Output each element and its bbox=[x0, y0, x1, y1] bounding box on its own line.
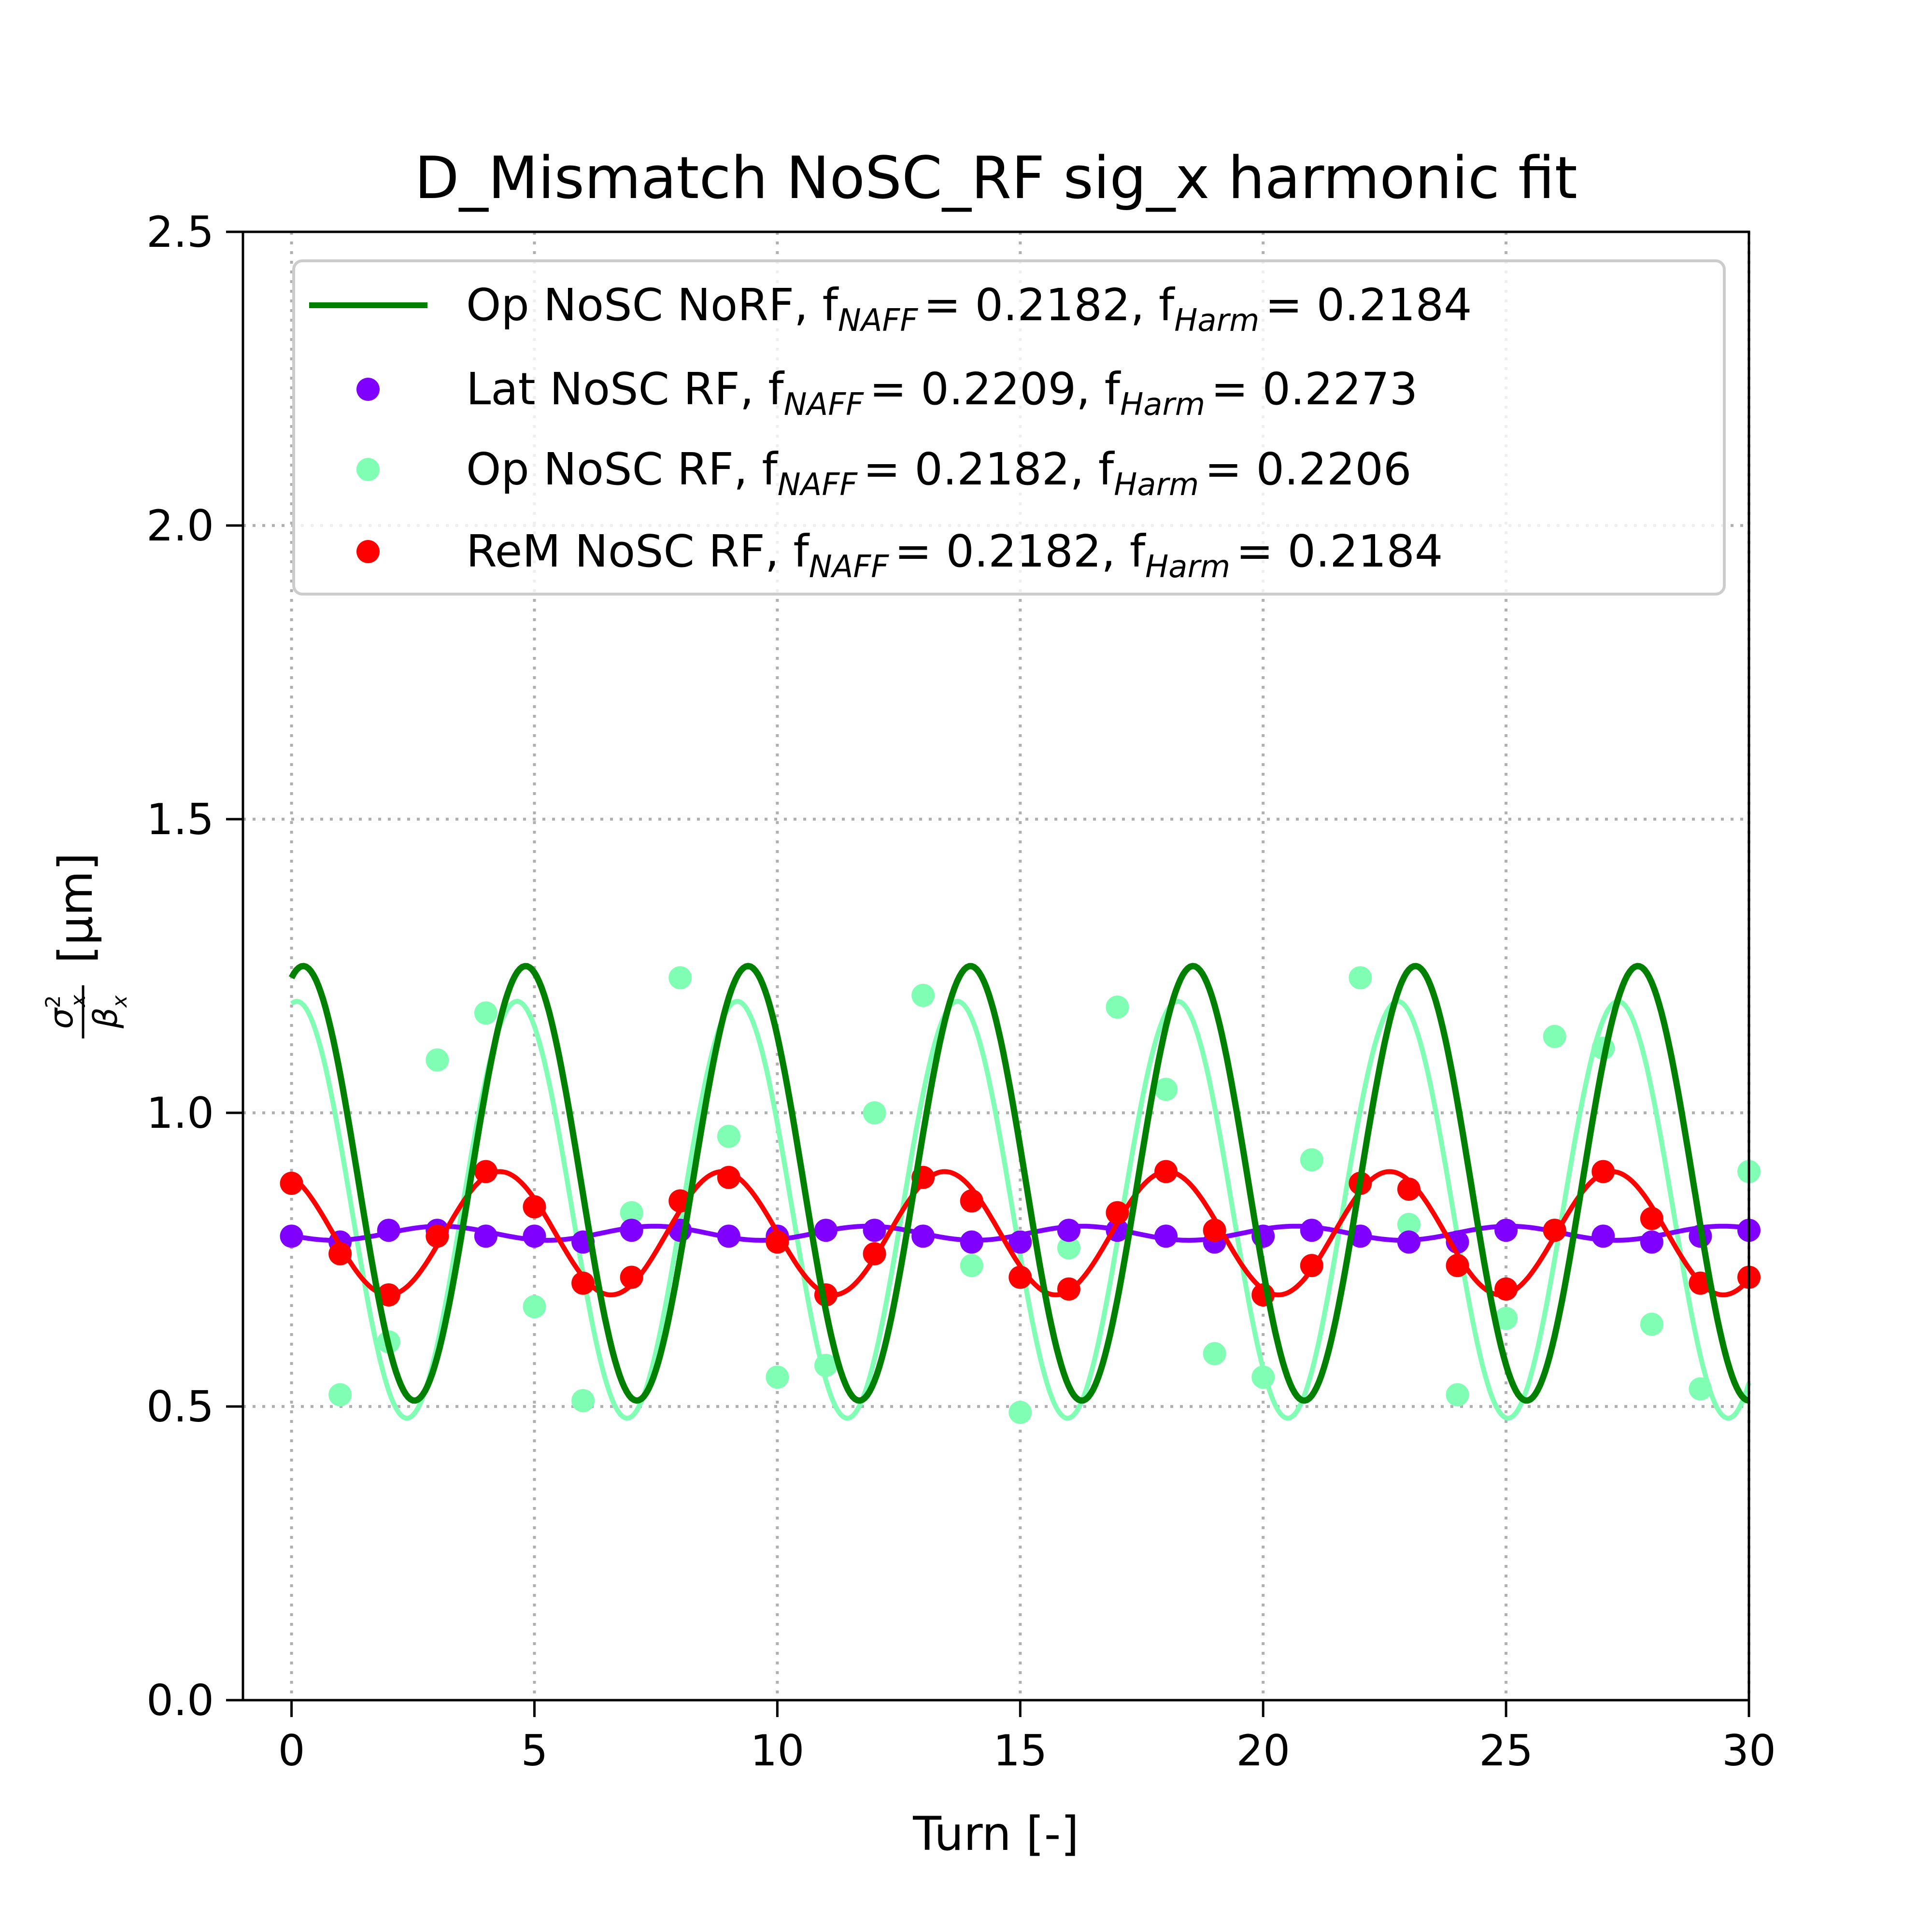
legend-entry-op-norf: Op NoSC NoRF, fNAFF = 0.2182, fHarm = 0.21… bbox=[466, 279, 1472, 339]
x-tick-label: 10 bbox=[750, 1726, 804, 1776]
data-point-op-nosc-rf bbox=[766, 1365, 789, 1389]
y-tick-label: 0.0 bbox=[146, 1676, 214, 1725]
data-point-lat-nosc-rf bbox=[523, 1224, 546, 1248]
data-point-rem-nosc-rf bbox=[571, 1271, 595, 1295]
data-point-op-nosc-rf bbox=[911, 983, 935, 1007]
data-point-op-nosc-rf bbox=[523, 1295, 546, 1319]
data-point-op-nosc-rf bbox=[1300, 1148, 1323, 1172]
legend-marker-rem-rf bbox=[356, 540, 380, 563]
data-point-op-nosc-rf bbox=[1203, 1342, 1226, 1365]
x-tick-label: 5 bbox=[521, 1726, 548, 1776]
data-point-rem-nosc-rf bbox=[1106, 1201, 1129, 1224]
y-tick-label: 2.0 bbox=[146, 501, 214, 551]
data-point-op-nosc-rf bbox=[1397, 1213, 1421, 1236]
legend-entry-op-rf: Op NoSC RF, fNAFF = 0.2182, fHarm = 0.2206 bbox=[466, 443, 1411, 503]
data-point-op-nosc-rf bbox=[426, 1048, 449, 1072]
data-point-rem-nosc-rf bbox=[280, 1171, 303, 1195]
data-point-lat-nosc-rf bbox=[620, 1219, 643, 1242]
y-tick-label: 0.5 bbox=[146, 1382, 214, 1432]
data-point-op-nosc-rf bbox=[960, 1254, 983, 1278]
y-axis: 0.0 0.5 1.0 1.5 2.0 2.5 bbox=[146, 207, 243, 1725]
data-point-op-nosc-rf bbox=[717, 1124, 740, 1148]
data-point-op-nosc-rf bbox=[474, 1001, 497, 1025]
data-point-op-nosc-rf bbox=[1543, 1024, 1566, 1048]
y-label-num-sub: x bbox=[66, 994, 90, 1008]
x-tick-label: 25 bbox=[1479, 1726, 1533, 1776]
data-point-op-nosc-rf bbox=[668, 966, 692, 990]
data-point-op-nosc-rf bbox=[1154, 1078, 1178, 1101]
series-op-nosc-rf bbox=[280, 966, 1761, 1424]
y-label-den-sub: x bbox=[108, 995, 131, 1009]
legend-entry-rem-rf: ReM NoSC RF, fNAFF = 0.2182, fHarm = 0.218… bbox=[466, 526, 1443, 585]
x-tick-label: 0 bbox=[278, 1726, 305, 1776]
data-point-rem-nosc-rf bbox=[620, 1265, 643, 1289]
y-tick-label: 2.5 bbox=[146, 207, 214, 257]
svg-text:βx: βx bbox=[87, 995, 131, 1029]
data-point-op-nosc-rf bbox=[1640, 1312, 1663, 1336]
svg-text:σ2x: σ2x bbox=[41, 994, 90, 1029]
y-label-unit: [μm] bbox=[49, 852, 103, 964]
axes-frame bbox=[242, 230, 1750, 1702]
fit-line-lat-nosc-rf bbox=[291, 1223, 1749, 1243]
series-rem-nosc-rf bbox=[280, 1160, 1761, 1307]
data-point-op-nosc-rf bbox=[571, 1389, 595, 1412]
data-point-op-nosc-rf bbox=[1057, 1236, 1080, 1260]
data-point-op-nosc-rf bbox=[620, 1201, 643, 1224]
data-point-op-nosc-rf bbox=[1446, 1383, 1469, 1406]
data-point-rem-nosc-rf bbox=[523, 1195, 546, 1219]
chart-title: D_Mismatch NoSC_RF sig_x harmonic fit bbox=[414, 145, 1577, 212]
x-tick-label: 20 bbox=[1236, 1726, 1290, 1776]
y-label-den-base: β bbox=[87, 1008, 125, 1029]
data-point-rem-nosc-rf bbox=[766, 1230, 789, 1254]
data-point-op-nosc-rf bbox=[1106, 995, 1129, 1019]
data-point-rem-nosc-rf bbox=[474, 1160, 497, 1183]
data-point-lat-nosc-rf bbox=[1591, 1224, 1615, 1248]
fit-line-rem-nosc-rf bbox=[290, 1169, 1751, 1297]
y-axis-label: σ2x βx [μm] bbox=[41, 852, 131, 1038]
plot-area bbox=[280, 963, 1761, 1424]
legend-marker-lat-rf bbox=[356, 378, 380, 401]
data-point-lat-nosc-rf bbox=[1154, 1224, 1178, 1248]
data-point-lat-nosc-rf bbox=[863, 1219, 886, 1242]
legend-entry-lat-rf: Lat NoSC RF, fNAFF = 0.2209, fHarm = 0.227… bbox=[466, 363, 1418, 423]
series-op-nosc-norf bbox=[288, 963, 1750, 1404]
data-point-op-nosc-rf bbox=[863, 1101, 886, 1124]
data-point-op-nosc-rf bbox=[1494, 1307, 1518, 1330]
legend-box bbox=[292, 259, 1726, 596]
legend-marker-op-rf bbox=[356, 458, 380, 481]
data-point-op-nosc-rf bbox=[1009, 1401, 1032, 1424]
data-point-lat-nosc-rf bbox=[1057, 1219, 1080, 1242]
fit-line-op-nosc-rf bbox=[290, 999, 1751, 1421]
fit-line-op-nosc-norf bbox=[288, 963, 1750, 1404]
x-tick-label: 15 bbox=[993, 1726, 1047, 1776]
x-axis: 0 5 10 15 20 25 30 bbox=[278, 1700, 1776, 1776]
y-tick-label: 1.5 bbox=[146, 795, 214, 844]
data-point-op-nosc-rf bbox=[1349, 966, 1372, 990]
x-axis-label: Turn [-] bbox=[912, 1807, 1079, 1861]
data-point-lat-nosc-rf bbox=[1494, 1219, 1518, 1242]
data-point-op-nosc-rf bbox=[328, 1383, 352, 1406]
y-tick-label: 1.0 bbox=[146, 1088, 214, 1138]
y-label-num-base: σ bbox=[43, 1007, 81, 1029]
x-tick-label: 30 bbox=[1722, 1726, 1776, 1776]
legend: Op NoSC NoRF, fNAFF = 0.2182, fHarm = 0.21… bbox=[292, 259, 1726, 596]
y-label-num-sup: 2 bbox=[41, 995, 65, 1009]
